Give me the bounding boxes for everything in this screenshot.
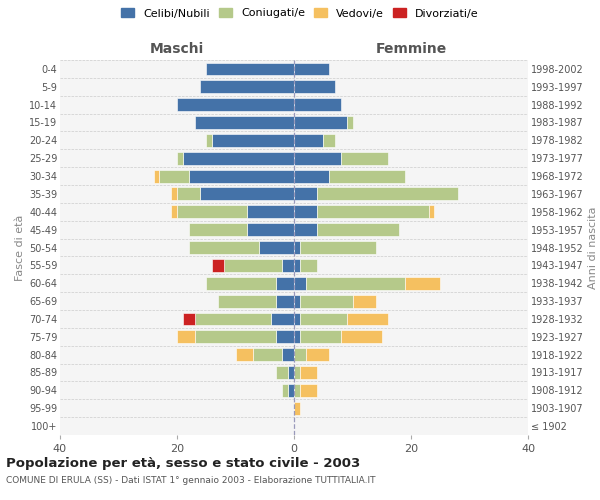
Bar (300, 294, 353, 308)
Bar (294, 277, 306, 289)
Bar (294, 134, 323, 147)
Bar (288, 384, 294, 397)
Bar (329, 170, 405, 182)
Bar (206, 277, 277, 289)
Bar (282, 384, 288, 397)
Bar (194, 330, 277, 343)
Bar (177, 206, 247, 218)
Bar (300, 384, 317, 397)
Bar (171, 206, 177, 218)
Bar (277, 330, 294, 343)
Bar (177, 98, 294, 111)
Text: COMUNE DI ERULA (SS) - Dati ISTAT 1° gennaio 2003 - Elaborazione TUTTITALIA.IT: COMUNE DI ERULA (SS) - Dati ISTAT 1° gen… (6, 476, 376, 485)
Bar (283, 348, 294, 361)
Bar (253, 348, 283, 361)
Bar (353, 294, 376, 308)
Bar (277, 294, 294, 308)
Bar (323, 134, 335, 147)
Bar (194, 312, 271, 326)
Bar (294, 312, 300, 326)
Bar (294, 384, 300, 397)
Bar (212, 134, 294, 147)
Bar (294, 348, 306, 361)
Bar (206, 134, 212, 147)
Bar (277, 366, 288, 379)
Bar (206, 62, 294, 76)
Bar (306, 277, 405, 289)
Y-axis label: Fasce di età: Fasce di età (14, 214, 25, 280)
Bar (405, 277, 440, 289)
Bar (294, 366, 300, 379)
Bar (300, 241, 376, 254)
Bar (294, 98, 341, 111)
Bar (177, 330, 194, 343)
Bar (294, 116, 347, 129)
Bar (235, 348, 253, 361)
Bar (283, 259, 294, 272)
Bar (154, 170, 160, 182)
Bar (188, 170, 294, 182)
Bar (171, 188, 177, 200)
Bar (294, 330, 300, 343)
Bar (294, 62, 329, 76)
Bar (188, 241, 259, 254)
Bar (224, 259, 283, 272)
Bar (294, 241, 300, 254)
Bar (300, 366, 317, 379)
Y-axis label: Anni di nascita: Anni di nascita (588, 206, 598, 289)
Bar (317, 223, 400, 236)
Bar (247, 223, 294, 236)
Bar (300, 312, 347, 326)
Bar (271, 312, 294, 326)
Bar (428, 206, 434, 218)
Bar (212, 259, 224, 272)
Bar (194, 116, 294, 129)
Bar (294, 80, 335, 93)
Bar (294, 294, 300, 308)
Bar (300, 330, 341, 343)
Bar (317, 206, 428, 218)
Bar (341, 330, 382, 343)
Bar (341, 152, 388, 164)
Bar (188, 223, 247, 236)
Bar (183, 152, 294, 164)
Bar (294, 206, 317, 218)
Bar (259, 241, 294, 254)
Bar (294, 170, 329, 182)
Bar (200, 80, 294, 93)
Bar (294, 259, 300, 272)
Bar (200, 188, 294, 200)
Bar (288, 366, 294, 379)
Bar (347, 312, 388, 326)
Bar (218, 294, 277, 308)
Bar (294, 402, 300, 414)
Bar (347, 116, 353, 129)
Bar (294, 223, 317, 236)
Bar (294, 188, 317, 200)
Text: Femmine: Femmine (376, 42, 446, 56)
Bar (300, 259, 317, 272)
Bar (183, 312, 194, 326)
Bar (317, 188, 458, 200)
Bar (247, 206, 294, 218)
Text: Popolazione per età, sesso e stato civile - 2003: Popolazione per età, sesso e stato civil… (6, 458, 360, 470)
Text: Maschi: Maschi (150, 42, 204, 56)
Bar (306, 348, 329, 361)
Bar (277, 277, 294, 289)
Bar (294, 152, 341, 164)
Bar (160, 170, 188, 182)
Legend: Celibi/Nubili, Coniugati/e, Vedovi/e, Divorziati/e: Celibi/Nubili, Coniugati/e, Vedovi/e, Di… (121, 8, 479, 18)
Bar (177, 188, 200, 200)
Bar (177, 152, 183, 164)
